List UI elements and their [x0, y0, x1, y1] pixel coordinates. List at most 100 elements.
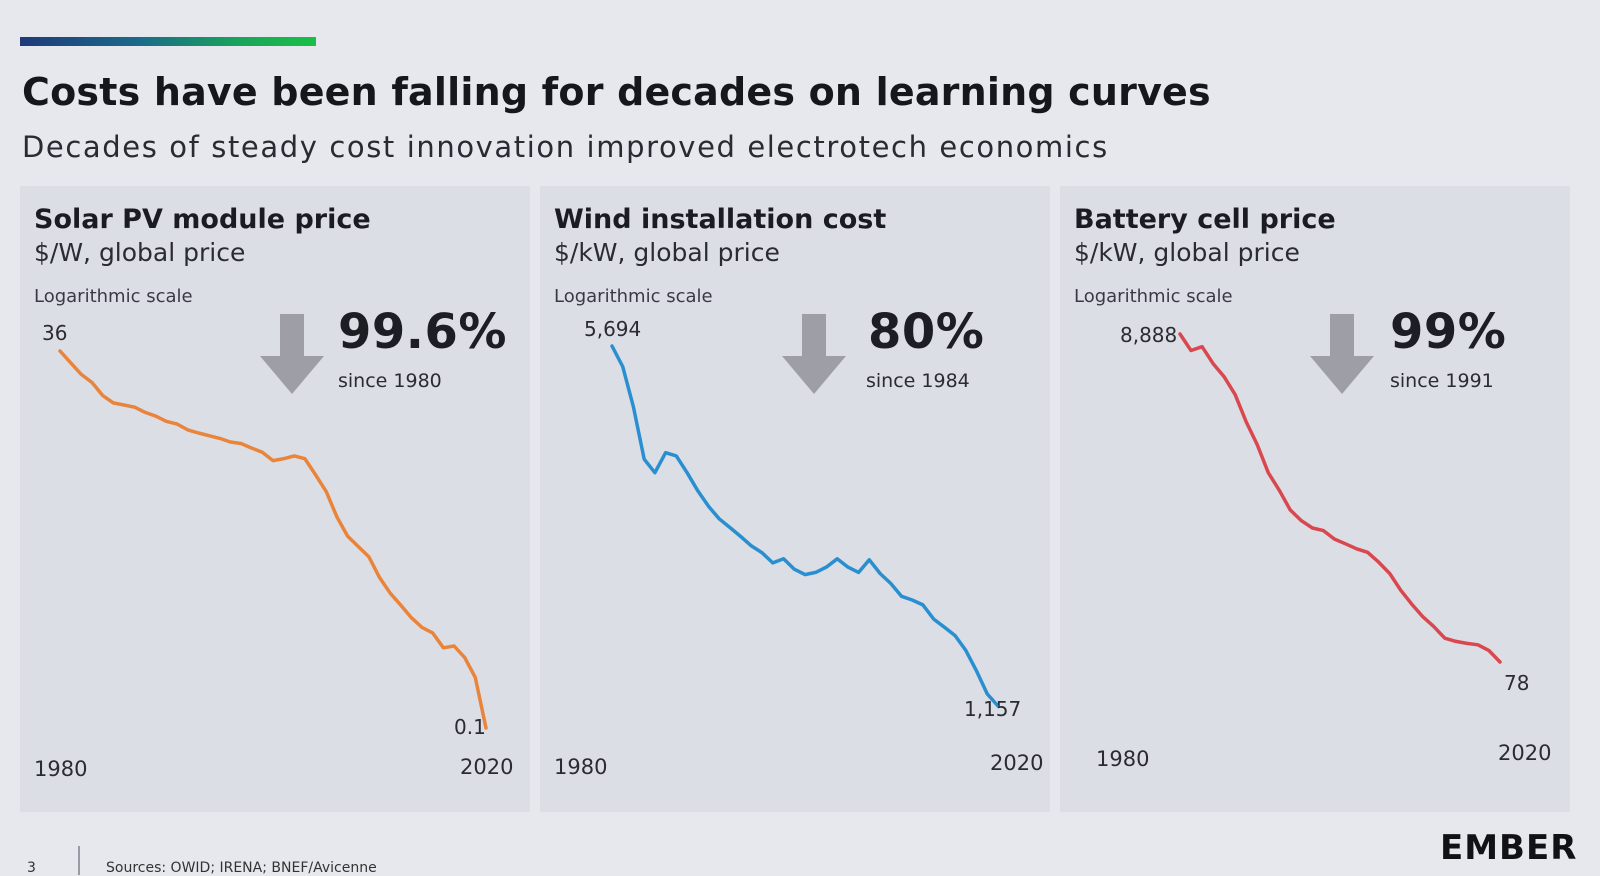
data-point	[782, 558, 785, 560]
data-point	[1433, 625, 1435, 628]
x-start-label: 1980	[34, 757, 87, 781]
data-point	[1256, 443, 1258, 446]
data-point	[304, 457, 306, 460]
data-point	[632, 406, 635, 408]
data-point	[176, 423, 178, 425]
decline-percent: 80%	[868, 304, 985, 360]
data-point	[1322, 529, 1325, 532]
data-point	[997, 705, 999, 707]
data-point	[1245, 421, 1247, 423]
data-point	[80, 373, 83, 376]
data-point	[664, 451, 667, 454]
x-end-label: 2020	[460, 755, 513, 779]
data-point	[1267, 471, 1270, 474]
data-point	[900, 595, 903, 598]
data-point	[133, 406, 136, 408]
line-chart-wind: 5,694 1,157 1980 2020	[554, 317, 1043, 779]
chart-scale-note: Logarithmic scale	[34, 286, 193, 307]
data-point	[325, 490, 328, 493]
data-point	[250, 447, 253, 449]
data-point	[1300, 519, 1303, 522]
data-point	[804, 573, 806, 576]
data-point	[144, 411, 146, 414]
data-point	[686, 471, 688, 474]
data-point	[314, 474, 317, 476]
data-point	[825, 566, 828, 568]
data-point	[357, 545, 360, 548]
slide-title: Costs have been falling for decades on l…	[22, 70, 1211, 114]
data-point	[282, 457, 285, 460]
data-point	[474, 676, 477, 679]
chart-scale-note: Logarithmic scale	[554, 286, 713, 307]
logo-text: EMBER	[1440, 828, 1577, 865]
data-point	[261, 451, 264, 454]
data-point	[368, 555, 370, 558]
data-point	[954, 634, 956, 637]
data-point	[165, 420, 168, 423]
data-point	[197, 432, 200, 434]
chart-panel-solar: Solar PV module price $/W, global price …	[20, 186, 530, 812]
data-point	[890, 582, 892, 585]
line-chart-solar: 36 0.1 1980 2020	[34, 321, 513, 781]
data-point	[697, 490, 699, 492]
data-point	[1212, 362, 1214, 365]
chart-unit: $/kW, global price	[1074, 238, 1300, 267]
data-point	[1444, 637, 1446, 639]
data-point	[112, 402, 115, 404]
data-point	[911, 599, 913, 601]
slide-subtitle: Decades of steady cost innovation improv…	[22, 130, 1109, 164]
end-value-label: 1,157	[964, 697, 1021, 721]
start-value-label: 8,888	[1120, 323, 1177, 347]
data-point	[1179, 333, 1181, 335]
data-point	[1377, 561, 1380, 563]
data-point	[1344, 543, 1347, 545]
chart-panel-wind: Wind installation cost $/kW, global pric…	[540, 186, 1050, 812]
data-point	[389, 592, 392, 594]
data-point	[485, 727, 487, 729]
data-point	[123, 404, 125, 406]
x-start-label: 1980	[1096, 747, 1149, 771]
start-value-label: 5,694	[584, 317, 641, 341]
data-point	[847, 566, 849, 568]
data-point	[943, 626, 946, 628]
data-point	[101, 394, 104, 397]
line-chart-battery: 8,888 78 1980 2020	[1096, 323, 1551, 771]
data-point	[1333, 538, 1336, 540]
data-point	[208, 434, 210, 437]
decline-since: since 1980	[338, 370, 442, 392]
chart-title: Battery cell price	[1074, 204, 1336, 235]
data-point	[922, 604, 924, 606]
data-point	[410, 616, 413, 619]
data-point	[932, 618, 935, 620]
data-point	[675, 455, 678, 457]
decline-since: since 1984	[866, 370, 970, 392]
sources-note: Sources: OWID; IRENA; BNEF/Avicenne	[106, 860, 377, 876]
data-point	[1366, 551, 1369, 554]
data-point	[1223, 375, 1225, 378]
chart-unit: $/W, global price	[34, 238, 246, 267]
data-point	[707, 505, 710, 508]
ember-logo: EMBER	[1440, 828, 1577, 865]
data-point	[453, 645, 455, 647]
data-point	[1355, 548, 1358, 550]
accent-bar	[20, 37, 316, 46]
data-point	[986, 693, 989, 695]
series-line	[58, 349, 488, 730]
data-point	[643, 458, 645, 461]
data-point	[463, 656, 466, 659]
data-point	[1289, 509, 1292, 511]
data-point	[836, 558, 838, 560]
down-arrow-icon	[260, 314, 324, 394]
data-point	[378, 576, 381, 579]
data-point	[1399, 589, 1402, 591]
decline-percent: 99%	[1390, 304, 1507, 360]
chart-title: Solar PV module price	[34, 204, 371, 235]
data-point	[772, 562, 774, 564]
data-point	[718, 518, 720, 520]
down-arrow-icon	[782, 314, 846, 394]
data-point	[240, 442, 242, 445]
x-end-label: 2020	[1498, 741, 1551, 765]
data-point	[793, 568, 796, 570]
data-point	[219, 437, 221, 440]
data-point	[1410, 603, 1413, 605]
